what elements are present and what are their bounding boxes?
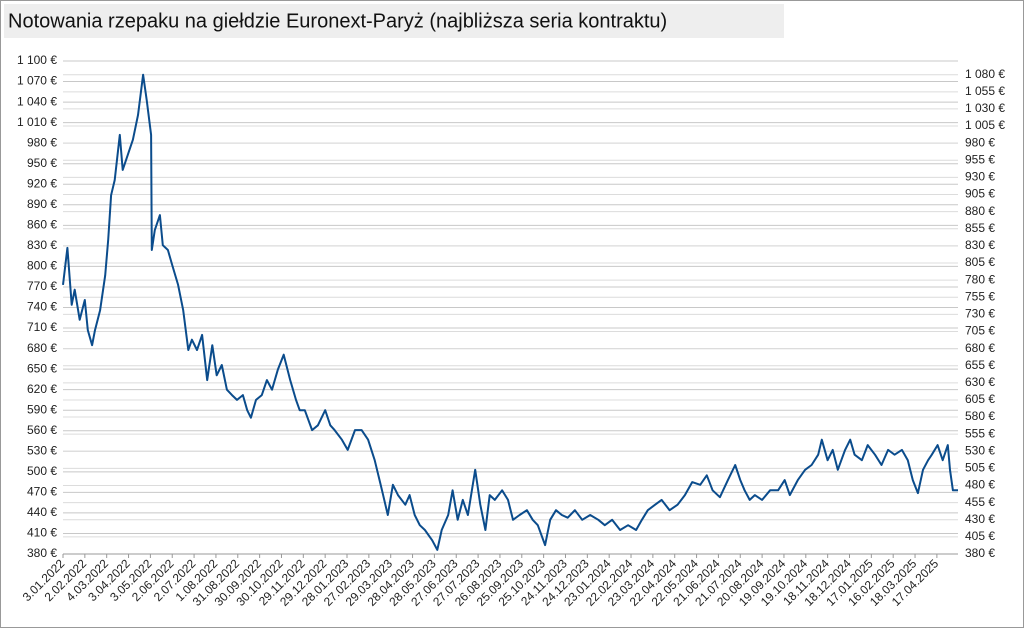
y-tick-label: 1 070 € [17,74,57,88]
chart-title: Notowania rzepaku na giełdzie Euronext-P… [8,10,667,32]
y2-tick-label: 380 € [965,546,995,560]
y2-tick-label: 505 € [965,461,995,475]
y-tick-label: 770 € [27,279,57,293]
y2-tick-label: 705 € [965,324,995,338]
y2-tick-label: 1 030 € [965,101,1005,115]
y2-tick-label: 880 € [965,204,995,218]
y2-tick-label: 480 € [965,478,995,492]
y-tick-label: 620 € [27,382,57,396]
y-tick-label: 680 € [27,341,57,355]
title-background [4,4,784,38]
y2-tick-label: 555 € [965,426,995,440]
y-tick-label: 500 € [27,464,57,478]
y2-tick-label: 780 € [965,272,995,286]
y-tick-label: 980 € [27,135,57,149]
price-line [62,73,958,551]
y-tick-label: 710 € [27,320,57,334]
y2-tick-label: 655 € [965,358,995,372]
y2-tick-label: 530 € [965,443,995,457]
y-tick-label: 860 € [27,218,57,232]
y-tick-label: 440 € [27,505,57,519]
y2-tick-label: 730 € [965,307,995,321]
y-tick-label: 410 € [27,526,57,540]
y-tick-label: 920 € [27,176,57,190]
y2-tick-label: 1 080 € [965,67,1005,81]
y-tick-label: 1 040 € [17,94,57,108]
y2-tick-label: 930 € [965,170,995,184]
y2-tick-label: 455 € [965,495,995,509]
y-tick-label: 530 € [27,443,57,457]
y2-tick-label: 805 € [965,255,995,269]
y-tick-label: 470 € [27,485,57,499]
y-tick-label: 740 € [27,300,57,314]
y2-tick-label: 830 € [965,238,995,252]
y-tick-label: 380 € [27,546,57,560]
y-tick-label: 950 € [27,156,57,170]
y-tick-label: 590 € [27,402,57,416]
y2-tick-label: 580 € [965,409,995,423]
y2-tick-label: 430 € [965,512,995,526]
y2-tick-label: 1 055 € [965,84,1005,98]
y2-tick-label: 755 € [965,289,995,303]
y-tick-label: 890 € [27,197,57,211]
y2-tick-label: 980 € [965,135,995,149]
y-tick-label: 800 € [27,259,57,273]
y-tick-label: 650 € [27,361,57,375]
y2-tick-label: 605 € [965,392,995,406]
y2-tick-label: 855 € [965,221,995,235]
y2-tick-label: 680 € [965,341,995,355]
y-tick-label: 1 100 € [17,53,57,67]
y-tick-label: 560 € [27,423,57,437]
y2-tick-label: 405 € [965,529,995,543]
y-tick-label: 830 € [27,238,57,252]
y-tick-label: 1 010 € [17,115,57,129]
y2-tick-label: 1 005 € [965,118,1005,132]
y2-tick-label: 630 € [965,375,995,389]
y2-tick-label: 905 € [965,187,995,201]
y2-tick-label: 955 € [965,152,995,166]
